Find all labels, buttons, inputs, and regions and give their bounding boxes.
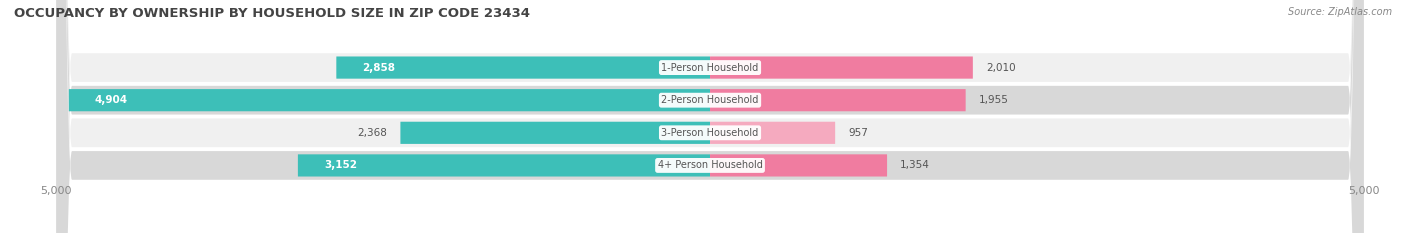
FancyBboxPatch shape (56, 0, 1364, 233)
FancyBboxPatch shape (56, 0, 1364, 233)
FancyBboxPatch shape (710, 122, 835, 144)
FancyBboxPatch shape (69, 89, 710, 111)
Text: 2,010: 2,010 (986, 63, 1015, 72)
Text: 1,955: 1,955 (979, 95, 1008, 105)
FancyBboxPatch shape (710, 154, 887, 177)
Text: OCCUPANCY BY OWNERSHIP BY HOUSEHOLD SIZE IN ZIP CODE 23434: OCCUPANCY BY OWNERSHIP BY HOUSEHOLD SIZE… (14, 7, 530, 20)
FancyBboxPatch shape (401, 122, 710, 144)
Text: Source: ZipAtlas.com: Source: ZipAtlas.com (1288, 7, 1392, 17)
FancyBboxPatch shape (710, 56, 973, 79)
Text: 3-Person Household: 3-Person Household (661, 128, 759, 138)
Text: 4,904: 4,904 (96, 95, 128, 105)
FancyBboxPatch shape (710, 89, 966, 111)
Text: 2,368: 2,368 (357, 128, 387, 138)
FancyBboxPatch shape (56, 0, 1364, 233)
FancyBboxPatch shape (56, 0, 1364, 233)
FancyBboxPatch shape (336, 56, 710, 79)
Legend: Owner-occupied, Renter-occupied: Owner-occupied, Renter-occupied (602, 230, 818, 233)
Text: 4+ Person Household: 4+ Person Household (658, 161, 762, 170)
Text: 1-Person Household: 1-Person Household (661, 63, 759, 72)
Text: 3,152: 3,152 (323, 161, 357, 170)
Text: 957: 957 (848, 128, 868, 138)
Text: 2-Person Household: 2-Person Household (661, 95, 759, 105)
Text: 1,354: 1,354 (900, 161, 929, 170)
FancyBboxPatch shape (298, 154, 710, 177)
Text: 2,858: 2,858 (363, 63, 395, 72)
